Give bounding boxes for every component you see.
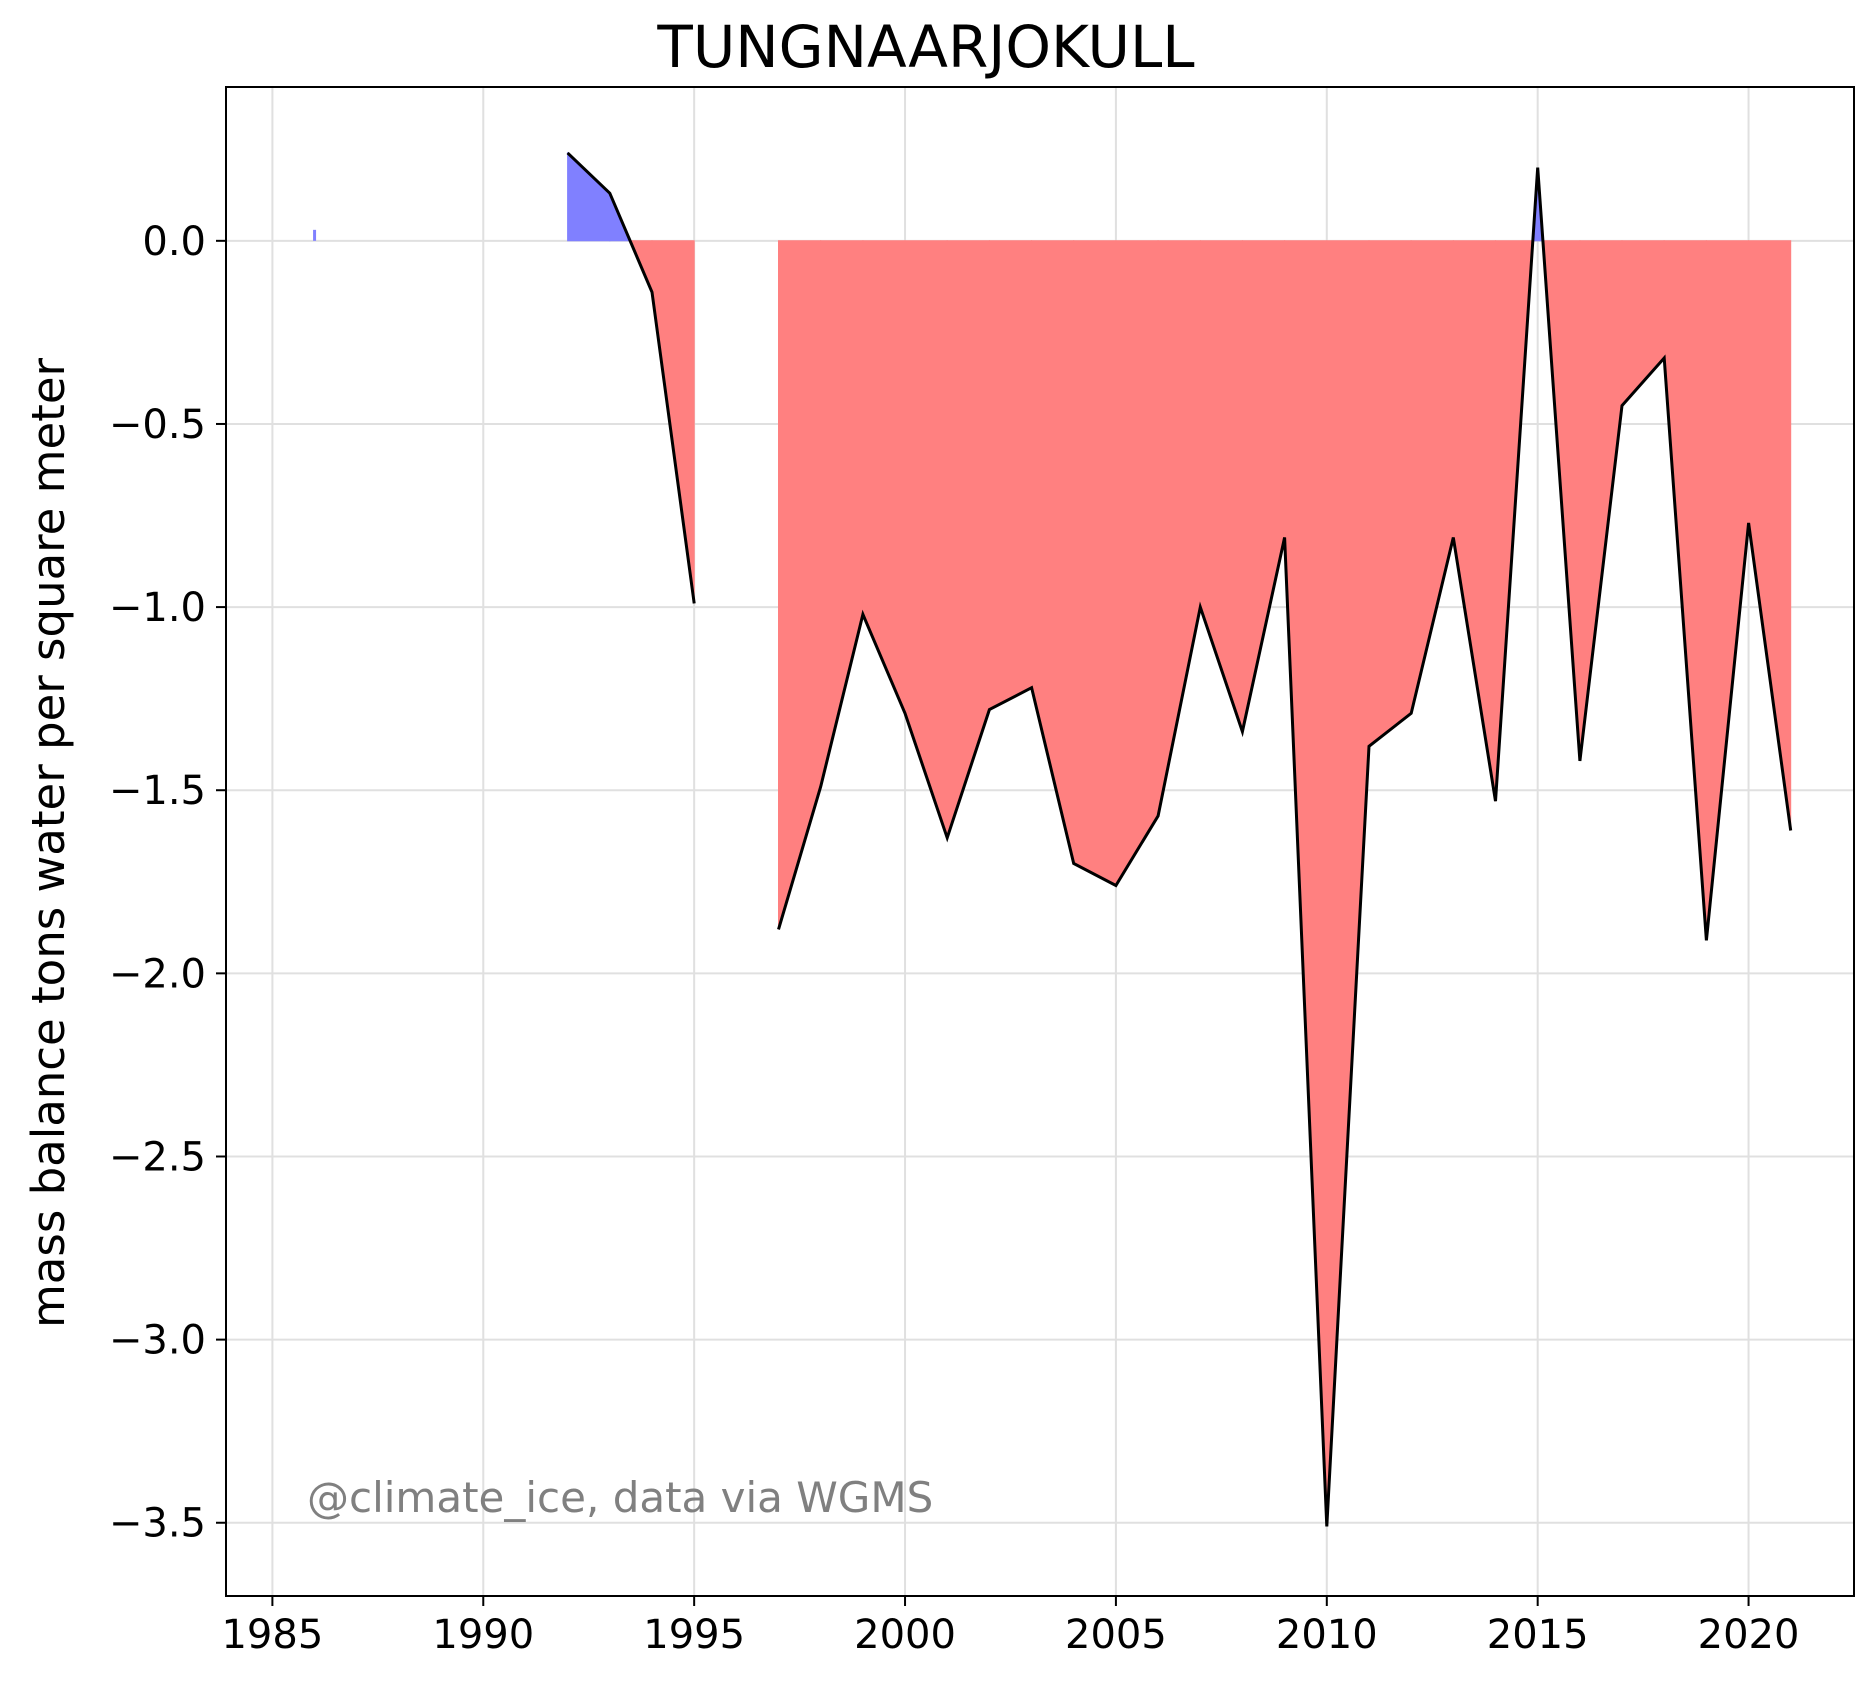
y-tick-label: −1.5 [109, 768, 206, 814]
fill-area-negative [1157, 240, 1201, 816]
x-tick-label: 1985 [221, 1612, 323, 1658]
fill-area-negative [778, 240, 822, 930]
fill-areas [313, 151, 1792, 1527]
y-tick-label: −2.5 [109, 1134, 206, 1180]
watermark-annotation: @climate_ice, data via WGMS [307, 1473, 933, 1522]
fill-area-negative [1284, 240, 1328, 1527]
fill-area-negative [1579, 240, 1623, 761]
x-tick-label: 2010 [1276, 1612, 1378, 1658]
y-tick-label: −3.5 [109, 1501, 206, 1547]
x-tick-label: 2005 [1065, 1612, 1167, 1658]
x-tick-label: 2000 [854, 1612, 956, 1658]
y-tick-label: −2.0 [109, 951, 206, 997]
x-axis: 1985 1990 1995 2000 2005 2010 2015 2020 [221, 1596, 1799, 1658]
fill-area-negative [904, 240, 948, 838]
fill-area-negative [988, 240, 1033, 711]
y-tick-label: −1.0 [109, 585, 206, 631]
fill-area-negative [1452, 240, 1496, 802]
fill-area-negative [1199, 240, 1243, 732]
x-tick-label: 1990 [432, 1612, 534, 1658]
fill-area-negative [1241, 240, 1286, 732]
x-tick-label: 2020 [1698, 1612, 1800, 1658]
fill-area-negative [1748, 240, 1792, 831]
fill-area-negative [1410, 240, 1454, 714]
fill-area-negative [862, 240, 906, 714]
y-tick-label: −3.0 [109, 1318, 206, 1364]
fill-area-positive [567, 151, 611, 242]
x-tick-label: 1995 [643, 1612, 745, 1658]
y-axis-label: mass balance tons water per square meter [22, 357, 75, 1328]
fill-area-negative [1115, 240, 1159, 888]
series-lines [566, 151, 1793, 1527]
series-line [566, 151, 696, 604]
x-tick-label: 2015 [1487, 1612, 1589, 1658]
fill-area-negative [946, 240, 990, 838]
chart-title: TUNGNAARJOKULL [656, 13, 1194, 81]
axes-frame [225, 86, 1855, 1597]
series-line [777, 167, 1793, 1527]
y-axis: 0.0 −0.5 −1.0 −1.5 −2.0 −2.5 −3.0 −3.5 [109, 219, 226, 1547]
y-tick-label: 0.0 [142, 219, 206, 265]
fill-area-negative [1073, 240, 1117, 887]
fill-area-negative [1368, 240, 1412, 748]
y-tick-label: −0.5 [109, 402, 206, 448]
